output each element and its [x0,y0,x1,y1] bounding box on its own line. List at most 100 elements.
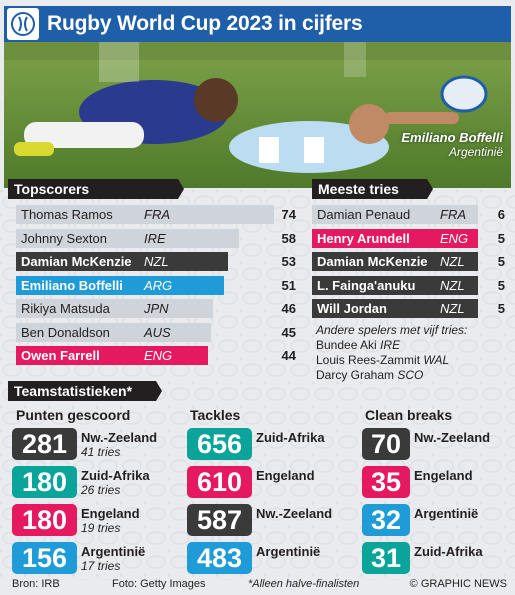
team-tries: 26 tries [81,483,121,497]
caption-player-name: Emiliano Boffelli [401,130,503,145]
team-stat: 35 Engeland [362,466,473,498]
topscorer-name: Rikiya Matsuda [21,301,110,316]
team-stat-value: 587 [187,504,252,536]
try-count: 5 [497,254,505,269]
team-name: Engeland [256,468,315,483]
try-scorer-bar [312,299,478,318]
topscorer-row: Emiliano Boffelli ARG 51 [16,275,296,295]
team-name: Zuid-Afrika [256,430,325,445]
topscorer-bar [16,252,229,271]
try-scorer-name: Damian McKenzie [317,254,428,269]
try-scorer-name: Damian Penaud [317,207,411,222]
team-stat-label: Engeland [256,466,315,498]
topscorer-bar [16,205,274,224]
try-scorer-country: NZL [440,254,465,269]
try-scorer-country: ENG [440,230,469,246]
team-stat-value: 180 [12,504,77,536]
topscorer-country: FRA [144,207,170,222]
try-scorer-bar [312,205,478,224]
team-name: Nw.-Zeeland [256,506,333,521]
topscorer-bar [16,322,211,342]
team-tries: 17 tries [81,559,121,573]
topscorer-country: ENG [144,348,173,363]
team-name: Nw.-Zeeland [414,430,491,445]
topscorer-country: ARG [144,277,173,293]
topscorer-name: Thomas Ramos [21,207,113,222]
team-stat: 281 Nw.-Zeeland 41 tries [12,428,157,460]
rwc-logo-icon [7,8,39,40]
caption-player-country: Argentinië [448,145,503,159]
photo-caption: Emiliano Boffelli Argentinië [401,130,503,159]
team-stat: 483 Argentinië [187,542,320,574]
topscorer-points: 44 [281,348,296,363]
topscorer-name: Owen Farrell [21,348,100,363]
topscorer-row: Ben Donaldson AUS 45 [16,322,296,342]
topscorer-points: 74 [281,207,296,222]
team-stat-label: Nw.-Zeeland [256,504,332,536]
clean-breaks-column-title: Clean breaks [365,407,453,423]
try-scorer-country: FRA [440,207,466,222]
topscorer-row: Thomas Ramos FRA 74 [16,205,296,224]
topscorer-row: Johnny Sexton IRE 58 [16,228,296,248]
topscorer-country: NZL [144,254,169,269]
team-stat-value: 610 [187,466,252,498]
team-stat: 70 Nw.-Zeeland [362,428,490,460]
team-stat-value: 656 [187,428,252,460]
topscorer-name: Ben Donaldson [21,324,110,340]
other-scorer: Bundee Aki IRE [316,338,401,352]
try-scorer-row: Damian McKenzie NZL 5 [312,252,505,271]
try-count: 5 [497,230,505,246]
topscorer-points: 51 [281,277,296,293]
team-tries: 19 tries [81,521,121,535]
topscorer-row: Rikiya Matsuda JPN 46 [16,299,296,318]
topscorer-name: Johnny Sexton [21,230,108,246]
topscorer-points: 45 [281,324,296,340]
team-stat: 587 Nw.-Zeeland [187,504,332,536]
try-scorer-bar [312,275,478,295]
try-scorer-row: Will Jordan NZL 5 [312,299,505,318]
try-count: 5 [497,277,505,293]
try-scorer-name: Will Jordan [317,301,387,316]
topscorer-name: Emiliano Boffelli [21,277,123,293]
team-stat: 180 Engeland 19 tries [12,504,140,536]
topscorer-country: IRE [144,230,166,246]
points-column-title: Punten gescoord [16,407,131,423]
team-stat-value: 70 [362,428,410,460]
other-scorer: Louis Rees-Zammit WAL [316,353,450,367]
team-name: Argentinië [81,544,146,559]
tries-title: Meeste tries [318,181,399,197]
try-count: 6 [497,207,505,222]
source-note: Bron: IRB [12,578,60,590]
team-stats-title: Teamstatistieken* [14,383,133,399]
team-stat-value: 281 [12,428,77,460]
topscorer-bar [16,299,213,318]
topscorers-header: Topscorers [8,179,184,199]
match-photo: Emiliano Boffelli Argentinië [4,42,511,188]
other-try-scorers-intro: Andere spelers met vijf tries: [316,323,468,337]
team-stat-label: Argentinië [256,542,320,574]
topscorer-points: 46 [281,301,296,316]
other-try-scorers: Andere spelers met vijf tries: Bundee Ak… [316,323,467,383]
team-stat-label: Engeland 19 tries [81,504,140,536]
try-scorer-name: Henry Arundell [317,230,410,246]
team-stat-label: Engeland [414,466,473,498]
topscorers-title: Topscorers [14,181,90,197]
team-stat-label: Zuid-Afrika [256,428,325,460]
team-stat-value: 483 [187,542,252,574]
team-stat: 156 Argentinië 17 tries [12,542,145,574]
team-name: Zuid-Afrika [414,544,483,559]
team-name: Zuid-Afrika [81,468,150,483]
try-scorer-bar [312,228,478,248]
team-stat: 610 Engeland [187,466,315,498]
topscorer-bar [16,346,209,365]
try-scorer-row: Damian Penaud FRA 6 [312,205,505,224]
header-bar: Rugby World Cup 2023 in cijfers [4,6,511,42]
team-stats-header: Teamstatistieken* [8,381,162,401]
team-stat-value: 31 [362,542,410,574]
page-title: Rugby World Cup 2023 in cijfers [47,12,363,35]
team-name: Engeland [414,468,473,483]
team-stat-label: Argentinië 17 tries [81,542,145,574]
team-tries: 41 tries [81,445,121,459]
team-stat-value: 156 [12,542,77,574]
